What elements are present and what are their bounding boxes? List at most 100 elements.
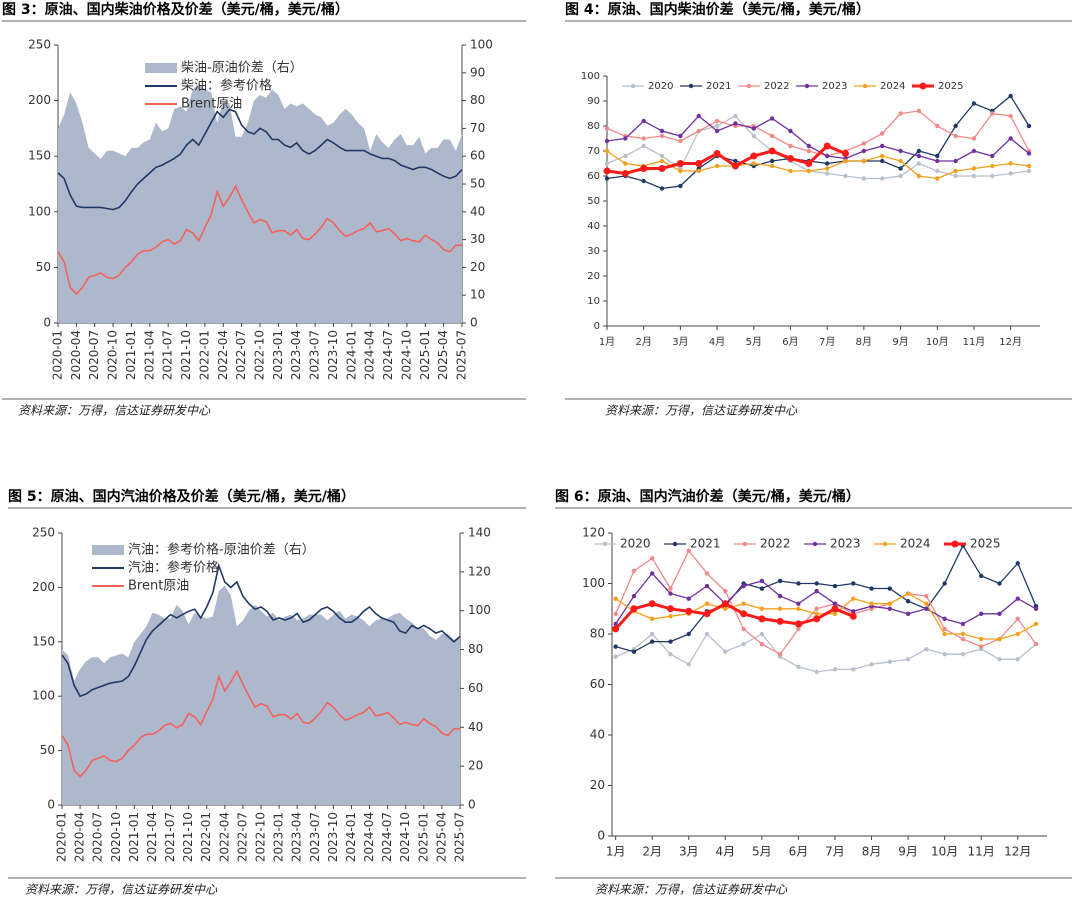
- series-marker: [979, 573, 984, 579]
- series-marker: [916, 173, 922, 179]
- series-marker: [905, 657, 911, 662]
- series-marker: [750, 152, 758, 160]
- x-tick-label: 2021-01: [124, 330, 138, 380]
- series-line: [606, 115, 1030, 180]
- series-marker: [759, 641, 765, 647]
- series-marker: [623, 136, 628, 141]
- series-line: [606, 115, 1030, 162]
- series-line: [615, 549, 1037, 656]
- x-tick-label: 2022-01: [197, 330, 211, 380]
- x-tick-label: 2020-10: [106, 330, 120, 380]
- source-note: 资料来源：万得，信达证券研发中心: [595, 883, 788, 897]
- series-marker: [604, 176, 610, 181]
- series-marker: [1026, 168, 1032, 174]
- series-marker: [788, 168, 793, 174]
- x-tick-label: 8月: [856, 336, 872, 348]
- y-tick-label: 60: [587, 171, 600, 182]
- series-marker: [935, 176, 940, 181]
- series-marker: [971, 166, 977, 171]
- legend-marker: [919, 82, 927, 90]
- series-marker: [796, 664, 801, 670]
- series-marker: [703, 610, 711, 618]
- x-tick-label: 2023-07: [308, 812, 322, 862]
- y2-tick-label: 100: [470, 38, 493, 52]
- series-marker: [842, 150, 850, 157]
- x-tick-label: 5月: [752, 845, 772, 859]
- series-marker: [613, 654, 618, 659]
- x-tick-label: 2021-04: [142, 330, 156, 380]
- series-marker: [641, 143, 646, 149]
- y-tick-label: 70: [587, 146, 600, 157]
- y2-tick-label: 0: [470, 316, 478, 330]
- y-tick-label: 0: [43, 316, 51, 330]
- y2-tick-label: 20: [468, 759, 483, 773]
- legend-label: 柴油-原油价差（右）: [181, 61, 303, 76]
- series-marker: [777, 593, 783, 599]
- y-tick-label: 0: [47, 798, 55, 812]
- y-tick-label: 200: [32, 580, 55, 594]
- series-marker: [741, 641, 746, 647]
- y-tick-label: 120: [582, 526, 605, 540]
- series-marker: [1033, 606, 1039, 611]
- series-marker: [953, 123, 958, 129]
- series-marker: [740, 610, 748, 618]
- series-marker: [887, 606, 893, 611]
- series-marker: [1026, 151, 1032, 156]
- y-tick-label: 30: [587, 246, 600, 257]
- series-marker: [603, 167, 611, 175]
- series-marker: [741, 626, 746, 632]
- series-marker: [759, 606, 765, 611]
- series-marker: [686, 548, 691, 553]
- legend-label: 柴油：参考价格: [181, 78, 272, 94]
- legend-marker: [812, 541, 818, 547]
- series-line: [61, 669, 460, 778]
- x-tick-label: 2024-07: [380, 812, 394, 862]
- legend-label: 2020: [648, 81, 673, 92]
- series-marker: [759, 578, 765, 584]
- series-marker: [796, 626, 801, 632]
- x-tick-label: 9月: [898, 845, 918, 859]
- series-marker: [695, 160, 703, 167]
- x-tick-label: 2020-07: [91, 812, 105, 862]
- series-marker: [814, 606, 819, 611]
- series-marker: [751, 126, 756, 131]
- series-line: [615, 592, 1037, 640]
- series-marker: [806, 143, 812, 149]
- series-marker: [916, 161, 922, 166]
- y2-tick-label: 100: [468, 603, 491, 617]
- series-line: [57, 108, 463, 211]
- y2-tick-label: 60: [468, 681, 483, 695]
- series-marker: [678, 133, 683, 139]
- series-marker: [613, 621, 618, 627]
- x-tick-label: 2024-07: [381, 330, 395, 380]
- series-marker: [723, 588, 728, 594]
- series-marker: [869, 586, 874, 591]
- series-marker: [916, 153, 922, 159]
- series-marker: [1008, 136, 1013, 141]
- series-marker: [824, 171, 830, 176]
- series-marker: [843, 173, 848, 179]
- y2-tick-label: 60: [470, 149, 485, 163]
- series-marker: [851, 667, 856, 672]
- series-marker: [696, 168, 701, 174]
- source-note: 资料来源：万得，信达证券研发中心: [605, 404, 798, 418]
- x-tick-label: 2月: [636, 336, 652, 348]
- series-marker: [769, 116, 775, 121]
- series-marker: [971, 173, 977, 179]
- x-tick-label: 6月: [789, 845, 809, 859]
- series-marker: [623, 161, 628, 166]
- series-marker: [1015, 561, 1020, 566]
- x-tick-label: 2022-04: [216, 330, 230, 380]
- x-tick-label: 2025-04: [434, 812, 448, 862]
- legend-label: 2021: [706, 81, 731, 92]
- y-tick-label: 50: [36, 260, 51, 274]
- x-tick-label: 2025-07: [453, 812, 467, 862]
- series-marker: [814, 581, 819, 586]
- legend-label: 2022: [760, 537, 791, 551]
- y2-tick-label: 10: [470, 288, 485, 302]
- series-marker: [631, 593, 637, 599]
- series-marker: [714, 118, 720, 124]
- series-marker: [869, 662, 874, 667]
- legend-label: 2022: [764, 81, 789, 92]
- legend-label: 2023: [822, 81, 847, 92]
